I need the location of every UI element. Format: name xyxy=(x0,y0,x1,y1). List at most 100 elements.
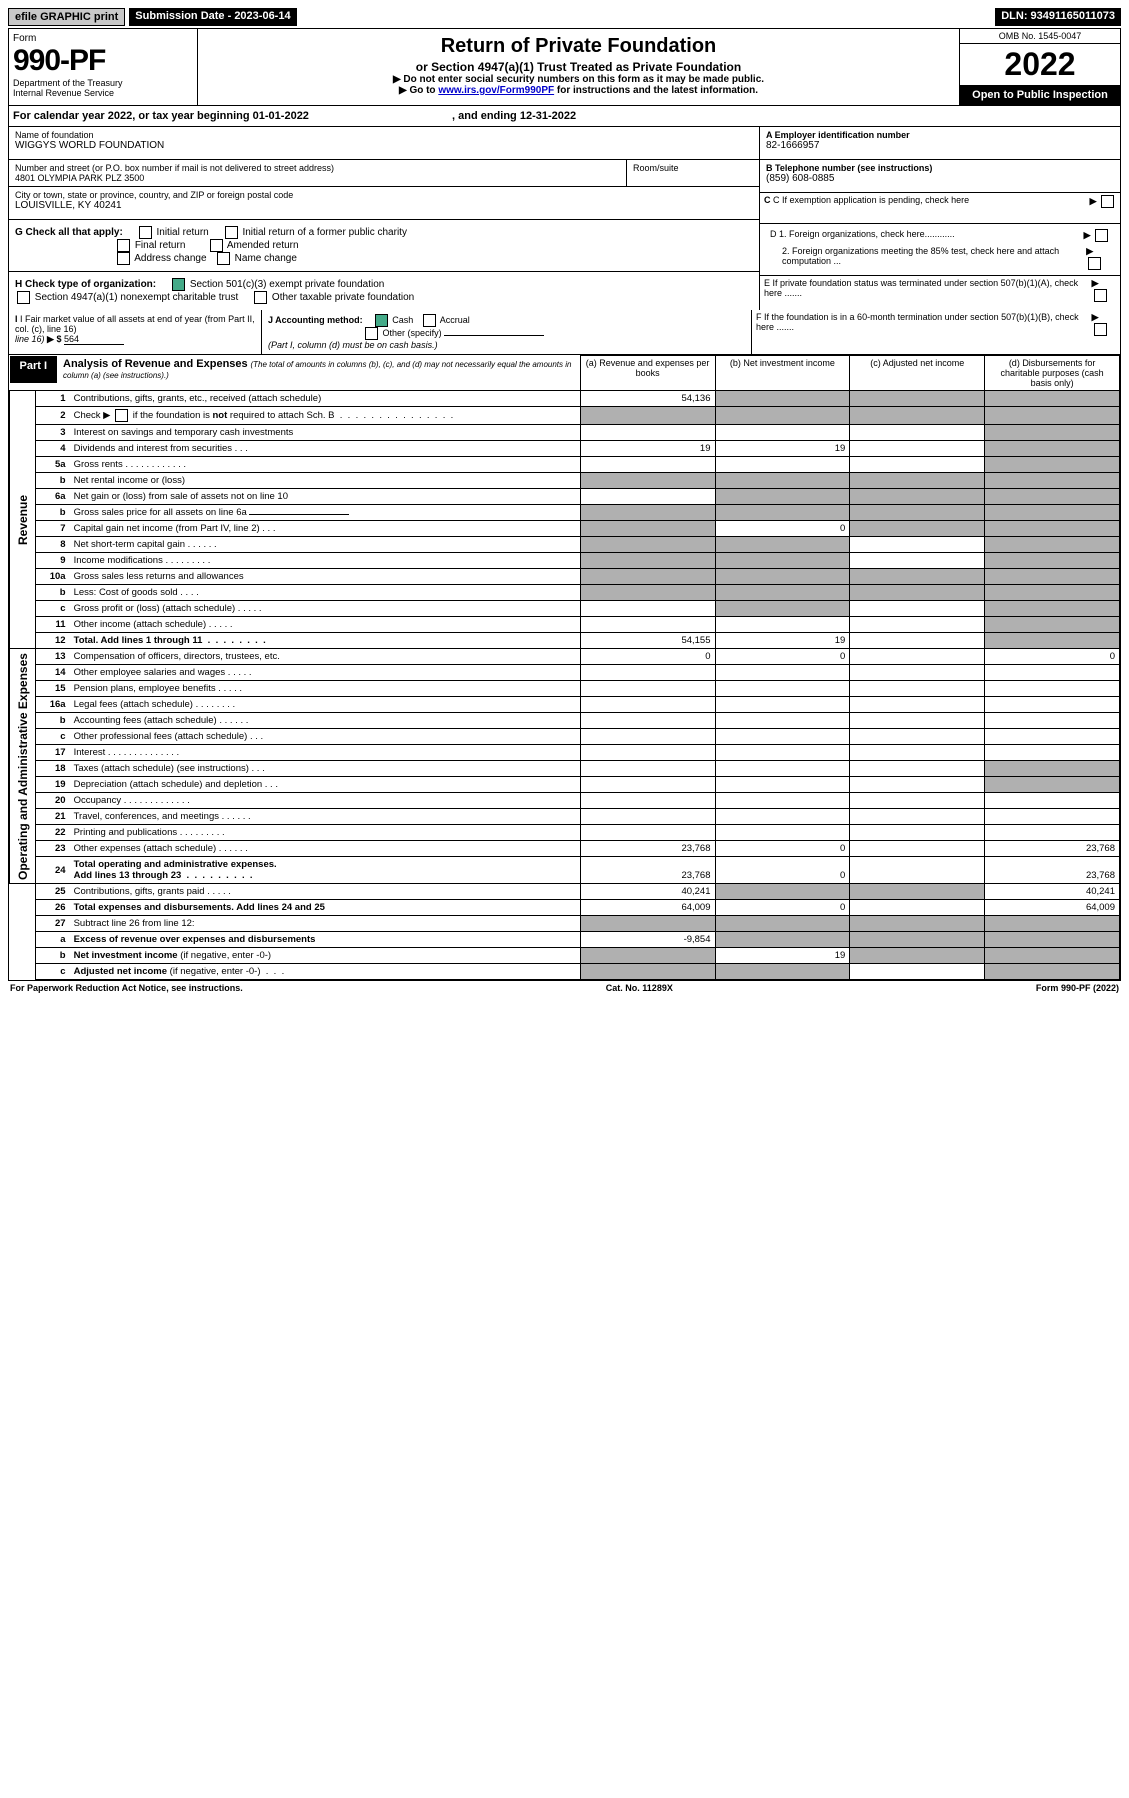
calyear-end: 12-31-2022 xyxy=(520,110,576,122)
line-no: 3 xyxy=(36,425,70,441)
cell: 19 xyxy=(580,441,715,457)
line-desc: Taxes (attach schedule) (see instruction… xyxy=(70,761,581,777)
table-row: 12Total. Add lines 1 through 11 . . . . … xyxy=(10,633,1120,649)
d1-label: D 1. Foreign organizations, check here..… xyxy=(770,229,955,239)
line-no: 2 xyxy=(36,407,70,425)
table-row: bNet rental income or (loss) xyxy=(10,473,1120,489)
col-d-header: (d) Disbursements for charitable purpose… xyxy=(985,356,1120,391)
cell: 0 xyxy=(715,900,850,916)
i-label: I Fair market value of all assets at end… xyxy=(15,314,255,334)
line-no: 1 xyxy=(36,391,70,407)
cash-checkbox[interactable] xyxy=(375,314,388,327)
501c3-checkbox[interactable] xyxy=(172,278,185,291)
line-no: b xyxy=(36,505,70,521)
cash-label: Cash xyxy=(392,315,413,325)
final-return-checkbox[interactable] xyxy=(117,239,130,252)
table-row: 2Check ▶ if the foundation is not requir… xyxy=(10,407,1120,425)
cell: 54,136 xyxy=(580,391,715,407)
section-i: I I Fair market value of all assets at e… xyxy=(9,310,262,354)
open-public-badge: Open to Public Inspection xyxy=(960,85,1120,105)
sch-b-checkbox[interactable] xyxy=(115,409,128,422)
d1-checkbox[interactable] xyxy=(1095,229,1108,242)
table-row: cOther professional fees (attach schedul… xyxy=(10,729,1120,745)
501c3-label: Section 501(c)(3) exempt private foundat… xyxy=(190,279,385,290)
line-desc: Gross profit or (loss) (attach schedule)… xyxy=(70,601,581,617)
line-no: c xyxy=(36,729,70,745)
table-row: 18Taxes (attach schedule) (see instructi… xyxy=(10,761,1120,777)
irs-label: Internal Revenue Service xyxy=(13,88,193,98)
table-row: 14Other employee salaries and wages . . … xyxy=(10,665,1120,681)
omb-number: OMB No. 1545-0047 xyxy=(960,29,1120,44)
table-row: 6aNet gain or (loss) from sale of assets… xyxy=(10,489,1120,505)
line-no: 4 xyxy=(36,441,70,457)
table-row: 22Printing and publications . . . . . . … xyxy=(10,825,1120,841)
city-cell: City or town, state or province, country… xyxy=(9,187,759,220)
accrual-checkbox[interactable] xyxy=(423,314,436,327)
expenses-side-label: Operating and Administrative Expenses xyxy=(10,649,36,884)
col-b-header: (b) Net investment income xyxy=(715,356,850,391)
table-row: cAdjusted net income (if negative, enter… xyxy=(10,964,1120,980)
entity-right: A Employer identification number 82-1666… xyxy=(759,127,1120,310)
address-change-checkbox[interactable] xyxy=(117,252,130,265)
tax-year: 2022 xyxy=(960,44,1120,85)
line-no: c xyxy=(36,964,70,980)
line-desc: Total expenses and disbursements. Add li… xyxy=(70,900,581,916)
header-center: Return of Private Foundation or Section … xyxy=(198,29,959,105)
initial-public-label: Initial return of a former public charit… xyxy=(242,227,407,238)
table-row: bGross sales price for all assets on lin… xyxy=(10,505,1120,521)
initial-public-checkbox[interactable] xyxy=(225,226,238,239)
cell: 19 xyxy=(715,441,850,457)
table-row: 7Capital gain net income (from Part IV, … xyxy=(10,521,1120,537)
line-desc: Less: Cost of goods sold . . . . xyxy=(70,585,581,601)
line-no: 25 xyxy=(36,884,70,900)
line-no: 14 xyxy=(36,665,70,681)
cell: 0 xyxy=(715,649,850,665)
table-row: cGross profit or (loss) (attach schedule… xyxy=(10,601,1120,617)
line-desc: Legal fees (attach schedule) . . . . . .… xyxy=(70,697,581,713)
g-label: G Check all that apply: xyxy=(15,227,123,238)
c-checkbox[interactable] xyxy=(1101,195,1114,208)
entity-info-grid: Name of foundation WIGGYS WORLD FOUNDATI… xyxy=(9,127,1120,310)
ein-label: A Employer identification number xyxy=(766,130,910,140)
section-c: C C If exemption application is pending,… xyxy=(760,193,1120,224)
table-row: 25Contributions, gifts, grants paid . . … xyxy=(10,884,1120,900)
f-checkbox[interactable] xyxy=(1094,323,1107,336)
line-desc: Depreciation (attach schedule) and deple… xyxy=(70,777,581,793)
d2-checkbox[interactable] xyxy=(1088,257,1101,270)
other-method-checkbox[interactable] xyxy=(365,327,378,340)
table-row: Revenue1Contributions, gifts, grants, et… xyxy=(10,391,1120,407)
cell: -9,854 xyxy=(580,932,715,948)
line-no: b xyxy=(36,473,70,489)
table-row: 9Income modifications . . . . . . . . . xyxy=(10,553,1120,569)
line-desc: Printing and publications . . . . . . . … xyxy=(70,825,581,841)
section-e: E If private foundation status was termi… xyxy=(760,276,1120,306)
table-row: aExcess of revenue over expenses and dis… xyxy=(10,932,1120,948)
efile-print-btn[interactable]: efile GRAPHIC print xyxy=(8,8,125,26)
line-no: b xyxy=(36,948,70,964)
ein-cell: A Employer identification number 82-1666… xyxy=(760,127,1120,160)
dept-treasury: Department of the Treasury xyxy=(13,78,193,88)
e-checkbox[interactable] xyxy=(1094,289,1107,302)
form-subtitle: or Section 4947(a)(1) Trust Treated as P… xyxy=(202,60,955,74)
amended-return-checkbox[interactable] xyxy=(210,239,223,252)
line-no: 11 xyxy=(36,617,70,633)
table-row: bLess: Cost of goods sold . . . . xyxy=(10,585,1120,601)
line-desc: Travel, conferences, and meetings . . . … xyxy=(70,809,581,825)
table-row: 23Other expenses (attach schedule) . . .… xyxy=(10,841,1120,857)
line-no: 20 xyxy=(36,793,70,809)
table-row: 17Interest . . . . . . . . . . . . . . xyxy=(10,745,1120,761)
name-change-checkbox[interactable] xyxy=(217,252,230,265)
table-row: 11Other income (attach schedule) . . . .… xyxy=(10,617,1120,633)
calyear-pre: For calendar year 2022, or tax year begi… xyxy=(13,110,253,122)
part1-desc: Analysis of Revenue and Expenses (The to… xyxy=(57,356,580,383)
initial-return-checkbox[interactable] xyxy=(139,226,152,239)
4947-checkbox[interactable] xyxy=(17,291,30,304)
irs-link[interactable]: www.irs.gov/Form990PF xyxy=(438,85,554,96)
cell: 0 xyxy=(715,857,850,884)
room-suite-cell: Room/suite xyxy=(626,160,759,186)
line-desc: Income modifications . . . . . . . . . xyxy=(70,553,581,569)
4947-label: Section 4947(a)(1) nonexempt charitable … xyxy=(35,292,238,303)
city-zip: LOUISVILLE, KY 40241 xyxy=(15,200,753,211)
line-no: a xyxy=(36,932,70,948)
other-taxable-checkbox[interactable] xyxy=(254,291,267,304)
